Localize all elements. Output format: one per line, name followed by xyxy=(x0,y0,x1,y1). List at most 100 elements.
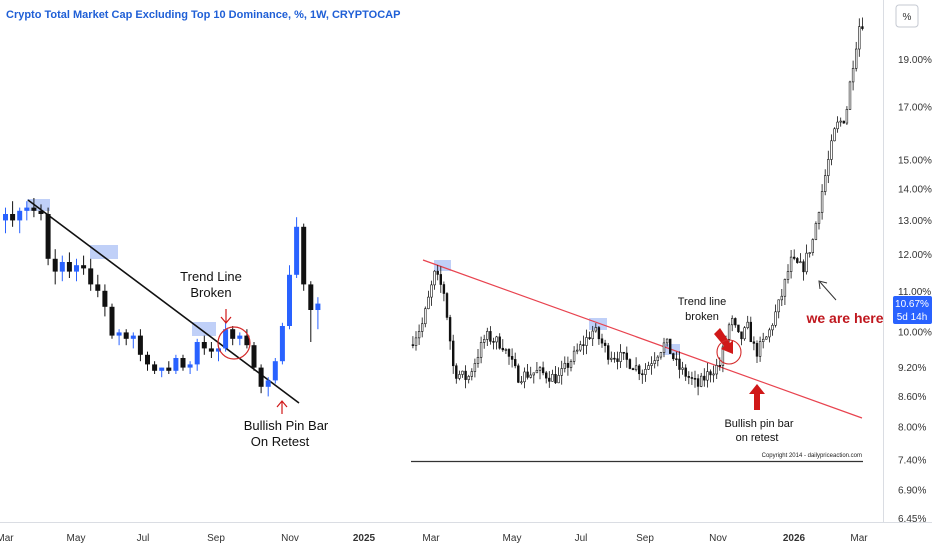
left-candle xyxy=(17,207,23,234)
left-candle xyxy=(81,255,87,275)
right-candle xyxy=(786,264,790,284)
right-candle xyxy=(802,259,805,281)
right-candle xyxy=(659,351,663,360)
left-pin-arrow-icon xyxy=(276,400,288,414)
right-candle xyxy=(566,356,570,376)
right-candle xyxy=(715,358,718,380)
right-candle xyxy=(755,340,759,363)
right-candle xyxy=(455,363,458,384)
copyright-text: Copyright 2014 - dailypriceaction.com xyxy=(762,453,862,459)
left-candle xyxy=(130,332,136,349)
left-candle xyxy=(308,281,314,342)
left-candle xyxy=(251,342,257,371)
time-tick-label: May xyxy=(67,533,86,544)
time-axis-ticks: Mar May Jul Sep Nov 2025 Mar May Jul Sep Nov 2026 Ma… xyxy=(0,533,868,544)
left-pin-bar-line2: On Retest xyxy=(251,434,310,449)
left-candles xyxy=(3,198,321,397)
left-trendline xyxy=(27,199,300,404)
right-candle xyxy=(510,348,514,368)
left-candle xyxy=(159,367,165,378)
right-candle xyxy=(541,361,545,376)
right-candle xyxy=(563,356,567,373)
right-candle xyxy=(833,127,836,142)
right-candle xyxy=(591,325,594,347)
price-tick-label: 15.00% xyxy=(898,155,932,166)
left-candle xyxy=(180,354,186,371)
right-candle xyxy=(628,358,632,370)
right-candle xyxy=(473,358,477,378)
right-candle xyxy=(544,370,548,384)
time-tick-label: Mar xyxy=(0,533,14,544)
right-candle xyxy=(427,290,430,310)
left-candle xyxy=(287,265,292,330)
right-candle xyxy=(845,106,849,125)
unit-box xyxy=(895,4,919,28)
right-candle xyxy=(513,352,517,369)
left-touch-zones xyxy=(27,199,216,336)
right-candle xyxy=(734,317,737,328)
left-candle xyxy=(3,207,8,234)
right-candle xyxy=(675,351,678,366)
left-candle xyxy=(230,326,236,346)
right-candle xyxy=(836,116,839,133)
price-tick-label: 9.20% xyxy=(898,363,926,374)
left-candle xyxy=(272,358,278,384)
right-candle xyxy=(687,371,691,385)
right-candle xyxy=(634,357,638,372)
left-candle xyxy=(45,207,51,266)
right-candle xyxy=(758,336,762,362)
unit-label[interactable]: % xyxy=(903,12,912,23)
right-candle xyxy=(811,238,815,256)
right-candle xyxy=(492,337,495,350)
right-candle xyxy=(808,252,811,258)
right-candle xyxy=(470,368,473,381)
right-candle xyxy=(678,351,681,379)
right-candle xyxy=(796,257,799,264)
right-candle xyxy=(730,315,734,332)
left-candle xyxy=(223,322,229,352)
right-candle xyxy=(482,334,486,349)
right-candle xyxy=(861,17,864,31)
left-candle xyxy=(315,297,321,330)
right-candle xyxy=(529,366,532,379)
left-candle xyxy=(244,329,250,349)
left-touch-zone xyxy=(27,199,50,211)
right-candle xyxy=(814,221,818,241)
price-tick-label: 19.00% xyxy=(898,55,932,66)
left-candle xyxy=(173,354,179,374)
right-candle xyxy=(551,369,554,382)
right-candle xyxy=(830,134,833,166)
left-trend-break-line2: Broken xyxy=(190,285,231,300)
left-candle xyxy=(102,284,108,317)
right-candle xyxy=(641,369,644,384)
time-tick-label: Mar xyxy=(422,533,440,544)
right-candle xyxy=(430,280,433,306)
right-candle xyxy=(703,368,706,387)
we-are-here-label: we are here xyxy=(805,310,883,326)
right-candle xyxy=(495,335,498,350)
right-candle xyxy=(594,323,598,333)
right-break-circle xyxy=(716,339,742,365)
right-candle xyxy=(625,346,629,368)
right-candle xyxy=(637,363,641,381)
right-candle xyxy=(557,367,560,384)
right-candle xyxy=(479,336,483,364)
right-candle xyxy=(771,323,774,336)
right-candle xyxy=(820,184,824,220)
right-candle xyxy=(740,331,743,346)
right-candle xyxy=(789,249,793,279)
price-tick-label: 10.00% xyxy=(898,328,932,339)
left-candle xyxy=(187,361,193,374)
right-pin-bar-line1: Bullish pin bar xyxy=(724,418,793,430)
price-badge-bg xyxy=(893,296,932,324)
right-candle xyxy=(699,372,703,388)
left-candle xyxy=(52,249,58,285)
price-tick-label: 6.45% xyxy=(898,514,926,525)
right-candle xyxy=(653,352,656,369)
left-candle xyxy=(294,217,300,278)
right-candle xyxy=(854,41,858,72)
right-candle xyxy=(486,327,489,346)
time-tick-label: 2026 xyxy=(783,533,806,544)
right-candle xyxy=(606,342,610,365)
